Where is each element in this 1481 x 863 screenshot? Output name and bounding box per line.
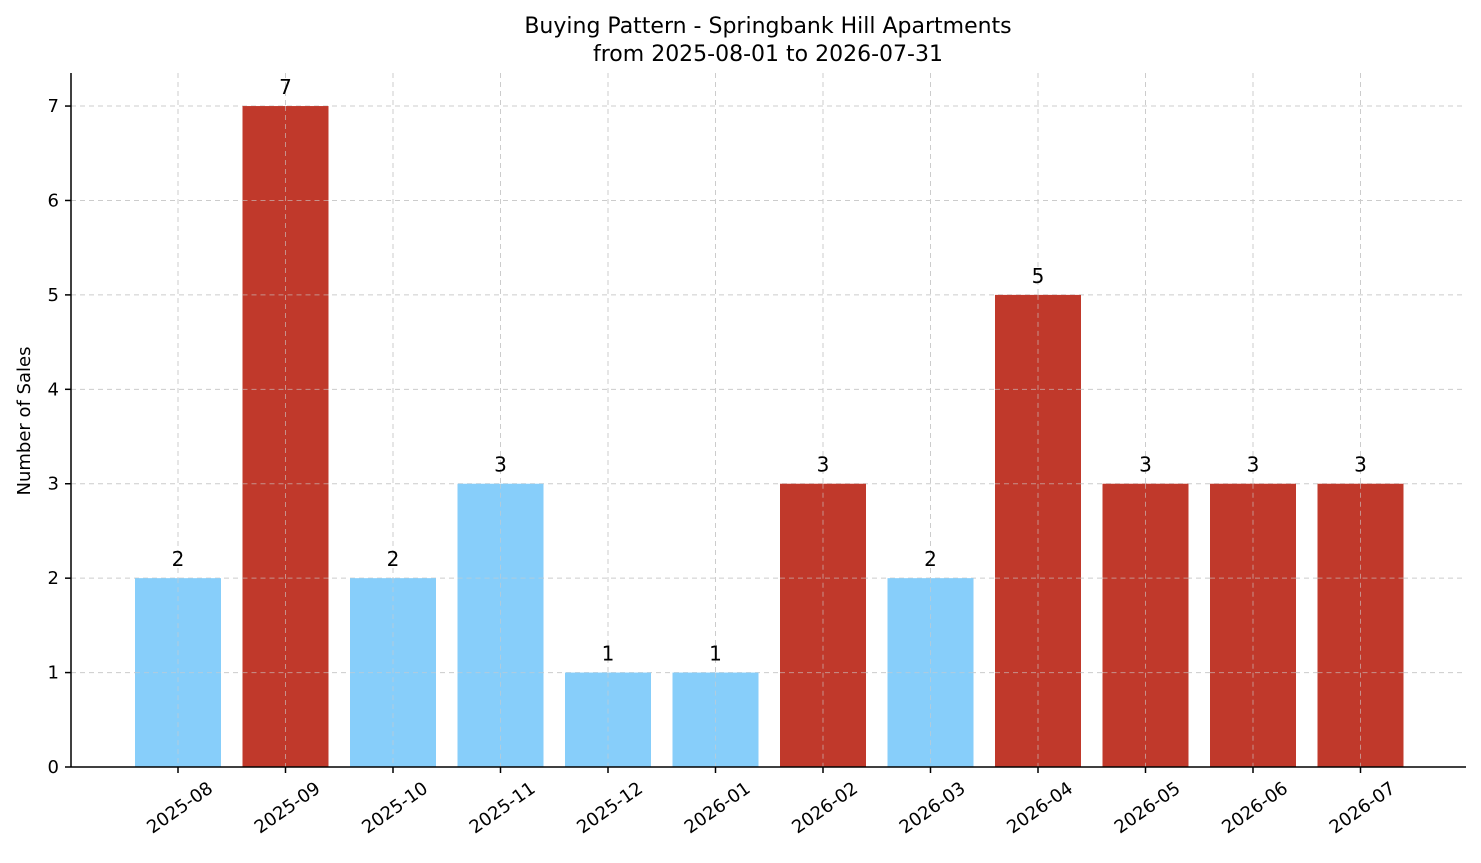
y-tick-label: 1	[48, 663, 59, 684]
bar-2026-02	[780, 483, 866, 767]
x-tick-label: 2026-03	[896, 778, 970, 838]
data-label-2025-08: 2	[172, 547, 185, 571]
data-label-2025-09: 7	[279, 75, 292, 99]
x-tick-label: 2025-08	[143, 778, 217, 838]
x-tick-label: 2026-02	[788, 778, 862, 838]
axes-layer	[70, 73, 1466, 768]
bar-2026-05	[1102, 483, 1189, 767]
x-tick-label: 2025-12	[573, 778, 647, 838]
y-tick-label: 0	[48, 757, 59, 778]
y-tick-label: 4	[48, 379, 59, 400]
data-label-2026-05: 3	[1139, 453, 1152, 477]
data-label-2025-10: 2	[387, 547, 400, 571]
y-ticks-layer: 0 1 2 3 4 5 6 7	[48, 96, 71, 778]
y-tick-label: 3	[48, 474, 59, 495]
x-tick-label: 2025-09	[251, 778, 325, 838]
y-tick-label: 5	[48, 285, 59, 306]
data-label-2026-07: 3	[1354, 453, 1367, 477]
data-label-2026-02: 3	[817, 453, 830, 477]
x-tick-label: 2026-01	[681, 778, 755, 838]
y-axis-label: Number of Sales	[14, 346, 35, 495]
bars-layer	[135, 106, 1404, 768]
chart-subtitle: from 2025-08-01 to 2026-07-31	[593, 42, 943, 67]
bar-2025-11	[457, 483, 544, 767]
data-label-2025-11: 3	[494, 453, 507, 477]
data-label-2026-01: 1	[709, 642, 722, 666]
bar-2026-06	[1210, 483, 1296, 767]
data-label-2025-12: 1	[602, 642, 615, 666]
x-tick-label: 2025-11	[466, 778, 540, 838]
data-label-2026-06: 3	[1247, 453, 1260, 477]
bar-2026-07	[1317, 483, 1404, 767]
x-tick-label: 2026-07	[1326, 778, 1400, 838]
x-tick-label: 2026-05	[1111, 778, 1185, 838]
x-ticks-layer: 2025-08 2025-09 2025-10 2025-11 2025-12 2026-…	[143, 767, 1399, 838]
data-label-2026-03: 2	[924, 547, 937, 571]
y-tick-label: 7	[48, 96, 59, 117]
y-tick-label: 6	[48, 190, 59, 211]
x-tick-label: 2025-10	[358, 778, 432, 838]
chart-title: Buying Pattern - Springbank Hill Apartme…	[524, 14, 1011, 39]
data-label-2026-04: 5	[1032, 264, 1045, 288]
data-labels-layer: 2 7 2 3 1 1 3 2 5 3 3 3	[172, 75, 1367, 666]
y-tick-label: 2	[48, 568, 59, 589]
x-tick-label: 2026-06	[1218, 778, 1292, 838]
x-tick-label: 2026-04	[1003, 778, 1077, 838]
